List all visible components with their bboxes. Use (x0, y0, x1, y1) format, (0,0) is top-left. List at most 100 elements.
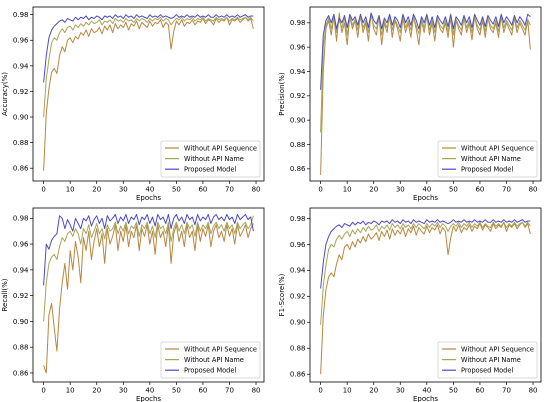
x-axis-label: Epochs (136, 395, 161, 402)
x-tick-label: 30 (119, 186, 128, 194)
chart-panel-3: 0 10 20 30 40 50 60 70 80 0.86 0.88 0.90 0.92 0.94 0.9… (1, 207, 265, 402)
x-tick-label: 70 (225, 186, 234, 194)
x-axis-label: Epochs (136, 194, 161, 202)
x-tick-label: 70 (502, 387, 511, 395)
y-axis-label: Accuracy(%) (1, 72, 9, 116)
x-tick-label: 60 (475, 387, 484, 395)
y-tick-label: 0.96 (13, 240, 29, 248)
legend-label: Without API Sequence (461, 144, 534, 152)
y-tick-label: 0.96 (13, 37, 29, 45)
y-tick-label: 0.98 (13, 215, 29, 223)
legend-label: Without API Name (184, 155, 244, 163)
legend-label: Without API Sequence (461, 345, 534, 353)
plot-frame (32, 207, 265, 383)
x-tick-label: 80 (252, 387, 261, 395)
y-tick-label: 0.92 (13, 292, 29, 300)
legend: Without API Sequence Without API Name Prop… (160, 341, 261, 379)
x-tick-label: 50 (172, 186, 181, 194)
x-tick-label: 60 (198, 186, 207, 194)
x-tick-label: 30 (396, 387, 405, 395)
x-tick-label: 0 (41, 186, 45, 194)
y-tick-label: 0.94 (13, 62, 29, 70)
y-tick-label: 0.96 (290, 241, 306, 249)
legend: Without API Sequence Without API Name Prop… (437, 140, 538, 178)
series-line-without-api-sequence (43, 16, 254, 171)
series-line-without-api-name (43, 16, 254, 118)
legend-label: Without API Name (461, 356, 521, 364)
y-tick-label: 0.86 (13, 369, 29, 377)
x-tick-label: 40 (422, 387, 431, 395)
y-axis-label: F1-Score(%) (278, 273, 286, 316)
x-tick-label: 20 (92, 387, 101, 395)
legend-box (437, 140, 538, 178)
x-tick-label: 40 (145, 387, 154, 395)
legend-label: Proposed Model (184, 166, 236, 174)
legend-label: Proposed Model (461, 367, 513, 375)
series-line-proposed (43, 213, 254, 286)
x-tick-label: 70 (502, 186, 511, 194)
series-line-proposed (320, 12, 531, 90)
y-tick-label: 0.90 (13, 318, 29, 326)
plot-frame (309, 6, 542, 182)
x-tick-label: 10 (66, 186, 75, 194)
series-line-without-api-sequence (43, 223, 254, 374)
series-line-proposed (320, 219, 531, 289)
x-tick-label: 40 (145, 186, 154, 194)
y-tick-label: 0.90 (290, 319, 306, 327)
y-tick-label: 0.88 (13, 344, 29, 352)
x-tick-label: 10 (343, 186, 352, 194)
y-tick-label: 0.90 (290, 117, 306, 125)
x-tick-label: 80 (252, 186, 261, 194)
chart-panel-1: 0 10 20 30 40 50 60 70 80 0.86 0.88 0.90 0.92 0.94 0.9… (1, 6, 265, 202)
x-tick-label: 20 (369, 387, 378, 395)
x-tick-label: 50 (449, 186, 458, 194)
x-tick-label: 20 (369, 186, 378, 194)
legend-label: Without API Sequence (184, 345, 257, 353)
x-axis-label: Epochs (413, 395, 438, 402)
legend-label: Proposed Model (461, 166, 513, 174)
y-tick-label: 0.96 (290, 44, 306, 52)
series-line-without-api-sequence (320, 221, 531, 375)
x-tick-label: 80 (529, 186, 538, 194)
legend-label: Proposed Model (184, 367, 236, 375)
x-tick-label: 20 (92, 186, 101, 194)
series-line-proposed (43, 14, 254, 83)
series-line-without-api-name (43, 215, 254, 322)
legend-box (437, 341, 538, 379)
x-axis-label: Epochs (413, 194, 438, 202)
plot-frame (32, 6, 265, 182)
series-line-without-api-name (320, 221, 531, 325)
y-tick-label: 0.92 (13, 88, 29, 96)
y-tick-label: 0.92 (290, 92, 306, 100)
y-tick-label: 0.88 (290, 345, 306, 353)
legend-box (160, 140, 261, 178)
legend-label: Without API Name (461, 155, 521, 163)
legend: Without API Sequence Without API Name Prop… (437, 341, 538, 379)
x-tick-label: 60 (475, 186, 484, 194)
y-tick-label: 0.86 (13, 165, 29, 173)
x-tick-label: 50 (172, 387, 181, 395)
x-tick-label: 60 (198, 387, 207, 395)
x-tick-label: 50 (449, 387, 458, 395)
plot-frame (309, 207, 542, 383)
x-tick-label: 10 (343, 387, 352, 395)
x-tick-label: 30 (119, 387, 128, 395)
x-tick-label: 0 (318, 186, 322, 194)
x-tick-label: 40 (422, 186, 431, 194)
series-line-without-api-name (320, 15, 531, 133)
y-axis-label: Recall(%) (1, 278, 9, 311)
y-tick-label: 0.94 (13, 266, 29, 274)
y-axis-label: Precision(%) (278, 72, 286, 116)
y-tick-label: 0.94 (290, 267, 306, 275)
x-tick-label: 80 (529, 387, 538, 395)
x-tick-label: 0 (318, 387, 322, 395)
legend-label: Without API Name (184, 356, 244, 364)
legend-label: Without API Sequence (184, 144, 257, 152)
x-tick-label: 0 (41, 387, 45, 395)
y-tick-label: 0.88 (13, 139, 29, 147)
y-tick-label: 0.98 (290, 19, 306, 27)
y-tick-label: 0.94 (290, 68, 306, 76)
y-tick-label: 0.88 (290, 141, 306, 149)
chart-panel-2: 0 10 20 30 40 50 60 70 80 0.86 0.88 0.90 0.92 0.94 0.9… (278, 6, 542, 202)
